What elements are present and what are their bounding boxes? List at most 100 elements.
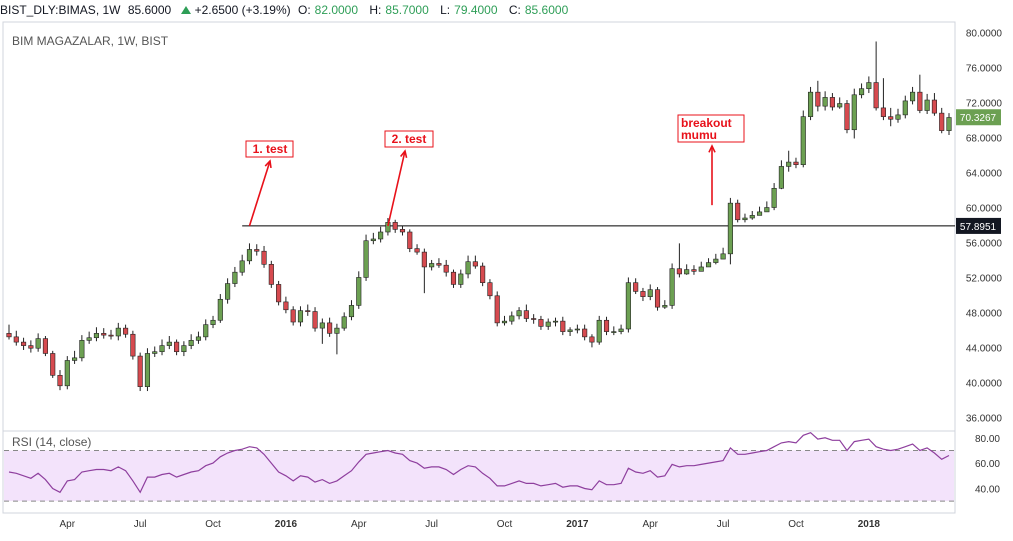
candle[interactable] [268,260,274,288]
candle[interactable] [516,307,522,320]
candle[interactable] [334,323,340,355]
last-price-marker[interactable]: 70.3267 [956,109,1001,126]
candle[interactable] [480,262,486,287]
candle[interactable] [873,41,879,111]
candle[interactable] [625,277,631,333]
candle[interactable] [538,315,544,330]
candle[interactable] [654,287,661,311]
candle[interactable] [254,244,260,256]
candle[interactable] [596,315,602,345]
candle[interactable] [939,107,945,134]
candle[interactable] [829,93,835,111]
candle[interactable] [531,314,537,324]
candle[interactable] [57,370,63,391]
candle[interactable] [64,356,70,390]
candles[interactable] [6,41,952,392]
candle[interactable] [684,264,690,275]
candle[interactable] [837,97,843,109]
candle[interactable] [866,76,872,94]
candle[interactable] [647,284,653,301]
candle[interactable] [764,201,770,213]
candle[interactable] [778,160,784,190]
candle[interactable] [880,78,886,121]
candle[interactable] [589,334,595,348]
candle[interactable] [188,334,194,350]
candle[interactable] [79,335,85,362]
candle[interactable] [356,271,362,309]
candle[interactable] [203,319,209,341]
candle[interactable] [443,259,449,277]
candle[interactable] [130,330,136,360]
candle[interactable] [756,206,763,216]
candle[interactable] [363,234,369,281]
candle[interactable] [290,306,296,326]
candle[interactable] [13,330,19,346]
symbol-name[interactable]: BIST_DLY:BIMAS, 1W [0,3,121,17]
candle[interactable] [574,324,580,334]
candle[interactable] [851,88,857,139]
candle[interactable] [494,291,500,327]
candle[interactable] [115,322,121,341]
candle[interactable] [611,326,617,336]
candle[interactable] [793,157,799,169]
candle[interactable] [800,110,806,168]
time-axis[interactable]: Apr Jul Oct 2016 Apr Jul Oct 2017 Apr Jul Oct 2018 [60,519,881,530]
price-chart[interactable]: BIM MAGAZALAR, 1W, BIST 36.0000 40.0000 44… [0,20,1013,541]
candle[interactable] [698,261,704,272]
candle[interactable] [93,327,100,342]
candle[interactable] [370,232,376,245]
candle[interactable] [560,316,566,336]
candle[interactable] [662,300,668,309]
candle[interactable] [501,315,508,326]
candle[interactable] [261,245,267,268]
candle[interactable] [436,258,442,268]
candle[interactable] [246,243,253,265]
candle[interactable] [225,278,231,304]
candle[interactable] [669,263,675,309]
candle[interactable] [108,329,114,340]
candle[interactable] [567,327,573,336]
candle[interactable] [159,339,165,356]
candle[interactable] [399,225,406,236]
candle[interactable] [407,229,413,253]
candle[interactable] [72,350,78,364]
candle[interactable] [174,339,180,356]
candle[interactable] [414,244,420,255]
candle[interactable] [931,93,937,116]
candle[interactable] [28,340,34,353]
candle[interactable] [917,74,923,114]
candle[interactable] [86,331,92,344]
candle[interactable] [676,243,682,278]
candle[interactable] [305,304,311,316]
candle[interactable] [523,304,529,323]
candle[interactable] [181,341,187,357]
candle[interactable] [297,306,304,327]
candle[interactable] [895,108,901,123]
candle[interactable] [888,107,894,127]
candle[interactable] [312,307,318,332]
candle[interactable] [858,83,865,99]
candle[interactable] [348,300,355,321]
candle[interactable] [217,294,223,323]
candle[interactable] [815,80,821,112]
candle[interactable] [152,346,158,357]
candle[interactable] [239,254,245,276]
horizontal-level[interactable]: 57.8951 [242,217,1001,234]
candle[interactable] [421,248,427,294]
candle[interactable] [210,315,216,329]
candle[interactable] [35,333,41,352]
candle[interactable] [50,350,56,378]
candle[interactable] [946,113,952,135]
candle[interactable] [691,265,697,275]
candle[interactable] [276,280,282,306]
candle[interactable] [924,93,930,115]
candle[interactable] [735,199,741,223]
rsi-line[interactable] [8,432,950,494]
candle[interactable] [144,348,151,392]
price-axis[interactable]: 36.0000 40.0000 44.0000 48.0000 52.0000 56.00… [966,29,1003,425]
candle[interactable] [137,352,143,392]
candle[interactable] [283,296,289,314]
candle[interactable] [429,259,435,271]
candle[interactable] [487,279,493,300]
rsi-indicator[interactable]: 40.00 60.00 80.00 [4,432,1000,502]
